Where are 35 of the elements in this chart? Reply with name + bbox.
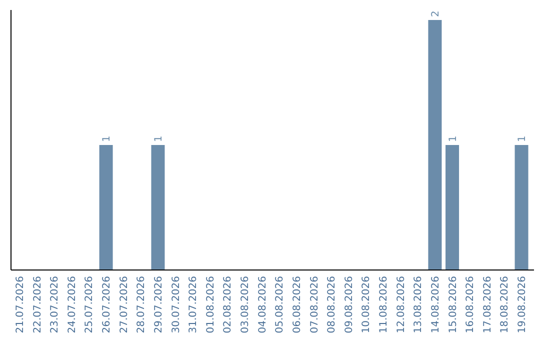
x-tick-label: 25.07.2026 [84,276,96,334]
x-tick-label: 04.08.2026 [257,276,268,334]
x-tick-label: 01.08.2026 [205,276,216,334]
x-tick-label: 11.08.2026 [378,276,390,334]
x-tick-label: 21.07.2026 [14,276,26,334]
x-tick-label: 02.08.2026 [222,276,234,334]
x-tick-label: 31.07.2026 [188,276,200,334]
x-tick-label: 07.08.2026 [309,276,320,334]
data-label: 1 [153,136,164,142]
x-tick-label: 03.08.2026 [240,276,252,334]
x-tick-label: 05.08.2026 [274,276,286,334]
x-tick-label: 16.08.2026 [465,276,476,334]
x-tick-label: 06.08.2026 [292,276,303,334]
x-tick-label: 30.07.2026 [170,276,182,334]
x-tick-label: 29.07.2026 [153,276,164,334]
x-tick-label: 15.08.2026 [448,276,459,334]
x-tick-label: 17.08.2026 [482,276,494,334]
x-tick-label: 10.08.2026 [361,276,372,334]
x-tick-label: 23.07.2026 [50,276,61,334]
x-tick-label: 22.07.2026 [32,276,44,334]
data-label: 2 [430,10,442,17]
x-tick-label: 14.08.2026 [430,276,442,334]
x-tick-label: 08.08.2026 [326,276,338,334]
data-label: 1 [448,136,459,142]
x-tick-label: 27.07.2026 [118,276,130,334]
x-tick-label: 18.08.2026 [500,276,511,334]
data-label: 1 [102,136,113,142]
x-tick-label: 13.08.2026 [413,276,424,334]
data-label: 1 [517,136,528,142]
x-tick-label: 26.07.2026 [102,276,113,334]
x-tick-label: 28.07.2026 [136,276,148,334]
x-tick-label: 19.08.2026 [517,276,528,334]
x-tick-label: 24.07.2026 [66,276,78,334]
x-tick-label: 09.08.2026 [344,276,355,334]
x-tick-label: 12.08.2026 [396,276,407,334]
